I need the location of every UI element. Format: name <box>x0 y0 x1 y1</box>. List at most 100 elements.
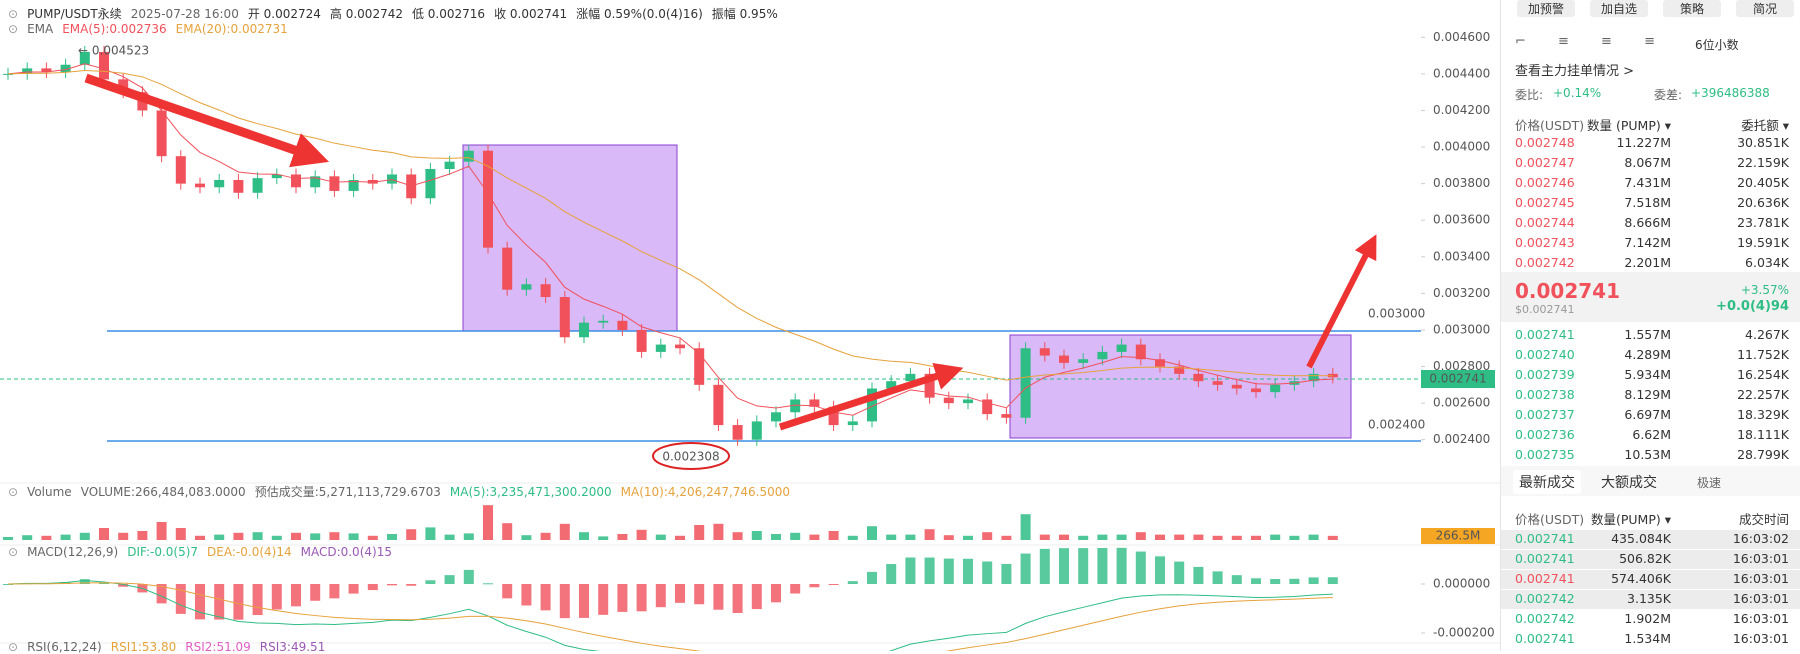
table-row: 0.002742 2.201M 6.034K <box>1501 254 1800 273</box>
macd-bar <box>982 561 993 584</box>
candle <box>694 348 705 385</box>
mid-change: +0.0(4)94 <box>1716 299 1789 314</box>
candle <box>444 161 455 169</box>
macd-bar <box>809 584 820 588</box>
cell: 数量 (PUMP) ▾ <box>1587 118 1671 133</box>
y-tick-label: 0.003800 <box>1433 176 1490 190</box>
panel-button[interactable]: 策略 <box>1663 0 1721 17</box>
table-row: 0.002745 7.518M 20.636K <box>1501 194 1800 213</box>
candle <box>1308 373 1319 382</box>
legend-item: MACD(12,26,9) <box>27 545 119 559</box>
volume-bar <box>367 535 378 540</box>
volume-bar <box>483 505 493 540</box>
annotations: ← 0.004523 0.002308 0.003000 0.002400 0.0027… <box>78 44 1487 543</box>
legend-item: 收 0.002741 <box>494 7 568 21</box>
panel-button[interactable]: 简况 <box>1736 0 1794 17</box>
fast-toggle[interactable]: 极速 <box>1697 476 1722 490</box>
macd-bar <box>118 584 129 587</box>
candle <box>1212 381 1223 385</box>
candle <box>463 150 474 162</box>
volume-bar <box>617 534 628 540</box>
cell: 0.002735 <box>1515 447 1575 462</box>
cell: 2.201M <box>1624 255 1671 270</box>
depth-link[interactable]: 查看主力挂单情况 > <box>1515 64 1635 79</box>
high-label: ← 0.004523 <box>78 44 149 58</box>
cell: 8.067M <box>1624 155 1671 170</box>
volume-bar <box>79 532 90 540</box>
candle <box>771 412 781 422</box>
macd-bar <box>1193 566 1204 584</box>
cell: 16:03:01 <box>1732 551 1789 566</box>
volume-bar <box>655 534 666 540</box>
panel-button[interactable]: 加预警 <box>1517 0 1575 17</box>
volume-bar <box>694 525 705 540</box>
volume-bar <box>1059 534 1069 540</box>
cell: 0.002743 <box>1515 235 1575 250</box>
table-row: 0.002737 6.697M 18.329K <box>1501 406 1800 425</box>
volume-bar <box>1289 535 1300 540</box>
macd-bar <box>291 584 301 607</box>
candle <box>751 421 762 440</box>
volume-bar <box>41 535 52 540</box>
cell: 0.002741 <box>1515 631 1575 646</box>
cell: 0.002745 <box>1515 195 1575 210</box>
macd-bar <box>1078 548 1089 584</box>
cell: 7.431M <box>1624 175 1671 190</box>
panel-button[interactable]: 加自选 <box>1590 0 1648 17</box>
macd-bar <box>329 584 340 599</box>
ratio-value: +0.14% <box>1553 86 1602 100</box>
chart-area: 0.004600 0.004400 0.004200 0.004000 0.003800… <box>0 30 1500 651</box>
legend-item: RSI1:53.80 <box>110 640 177 654</box>
decimals-select[interactable]: 6位小数 <box>1695 38 1739 52</box>
tab[interactable]: 大额成交 <box>1601 475 1657 491</box>
cell: 0.002739 <box>1515 367 1575 382</box>
volume-bar <box>310 533 321 540</box>
y-tick-label: 0.003200 <box>1433 286 1490 300</box>
volume-bar <box>252 532 263 540</box>
ema-line <box>7 63 1333 416</box>
volume-bar <box>463 533 474 540</box>
legend-item: DEA:-0.0(4)14 <box>207 545 292 559</box>
ratio-label: 委比: <box>1515 88 1544 102</box>
volume-bar <box>924 529 935 540</box>
macd-bar <box>751 584 762 610</box>
legend-item: 高 0.002742 <box>329 7 403 21</box>
cell: 18.329K <box>1737 407 1789 422</box>
legend-item: 涨幅 0.59%(0.0(4)16) <box>576 7 703 21</box>
volume-bar <box>444 534 455 540</box>
cell: 数量(PUMP) ▾ <box>1590 512 1671 527</box>
diff-label: 委差: <box>1654 88 1683 102</box>
volume-bar <box>867 526 877 540</box>
candle <box>233 179 244 193</box>
candle <box>1155 359 1165 367</box>
volume-bar <box>982 532 993 540</box>
cell: 7.518M <box>1624 195 1671 210</box>
cell: 7.142M <box>1624 235 1671 250</box>
cell: 0.002738 <box>1515 387 1575 402</box>
volume-bar <box>675 535 685 540</box>
icons: ⌐ ≡ ≡ ≡ <box>1515 34 1669 49</box>
y-tick-label: -0.000200 <box>1433 626 1495 640</box>
macd-bar <box>79 579 90 584</box>
level-label: 0.003000 <box>1368 307 1425 321</box>
volume-bar <box>60 534 71 540</box>
table-row: 0.002735 10.53M 28.799K <box>1501 446 1800 465</box>
candle <box>1135 344 1146 360</box>
volume-bar <box>1212 535 1223 540</box>
tab[interactable]: 最新成交 <box>1513 470 1581 494</box>
cell: 3.135K <box>1627 591 1671 606</box>
volume-bar <box>963 535 973 540</box>
y-tick-label: 0.004200 <box>1433 103 1490 117</box>
cell: 20.405K <box>1737 175 1789 190</box>
macd-bar <box>156 584 167 604</box>
volume-bar <box>271 535 282 540</box>
volume-label: 266.5M <box>1436 529 1481 543</box>
undefined: ⊙ Volume VOLUME:266,484,083.0000 预估成交量:5,27… <box>8 483 790 500</box>
candle <box>60 64 71 73</box>
volume-bar <box>291 532 301 540</box>
cell: 价格(USDT) <box>1515 118 1585 133</box>
macd-bar <box>1289 578 1300 584</box>
cell: 0.002737 <box>1515 407 1575 422</box>
candle <box>636 329 647 352</box>
table-row: 价格(USDT) 数量(PUMP) ▾ 成交时间 <box>1501 508 1800 527</box>
